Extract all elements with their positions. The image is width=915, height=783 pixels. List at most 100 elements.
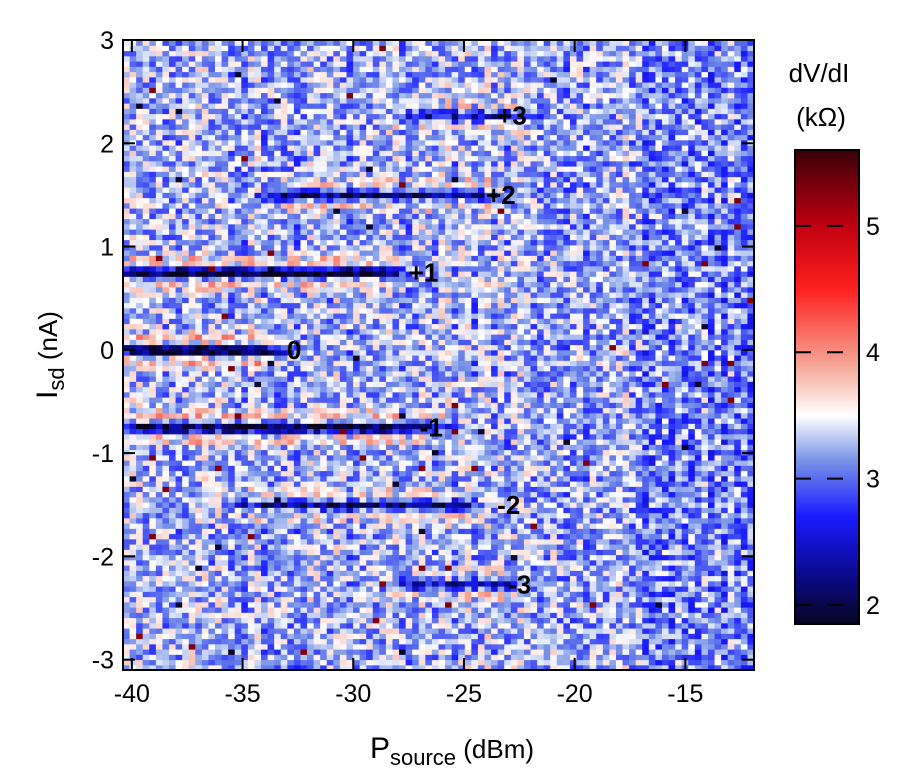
heatmap-cell (385, 71, 394, 78)
heatmap-cell (274, 575, 282, 582)
heatmap-cell (175, 208, 183, 214)
heatmap-cell (353, 523, 361, 529)
heatmap-cell (208, 596, 216, 603)
heatmap-cell (162, 617, 170, 624)
heatmap-cell (280, 418, 288, 424)
heatmap-cell (307, 575, 315, 582)
heatmap-cell (287, 234, 295, 241)
heatmap-cell (379, 607, 387, 613)
heatmap-cell (129, 591, 137, 598)
heatmap-cell (353, 87, 361, 94)
heatmap-cell (353, 601, 361, 608)
heatmap-cell (313, 160, 321, 167)
heatmap-cell (188, 234, 196, 241)
heatmap-cell (300, 118, 308, 125)
heatmap-cell (254, 223, 262, 230)
heatmap-cell (333, 612, 341, 619)
heatmap-cell (346, 271, 354, 277)
heatmap-cell (221, 318, 229, 325)
heatmap-cell (274, 570, 282, 577)
heatmap-cell (385, 633, 394, 640)
heatmap-cell (162, 271, 170, 277)
heatmap-cell (307, 596, 315, 603)
heatmap-cell (247, 82, 256, 88)
heatmap-cell (385, 475, 394, 482)
heatmap-cell (254, 628, 262, 634)
heatmap-cell (366, 118, 374, 125)
heatmap-cell (267, 491, 275, 498)
heatmap-cell (326, 481, 334, 487)
heatmap-cell (274, 166, 282, 172)
heatmap-cell (234, 491, 242, 498)
heatmap-cell (241, 139, 249, 146)
heatmap-cell (379, 92, 387, 99)
heatmap-cell (142, 475, 150, 482)
heatmap-cell (339, 76, 348, 83)
heatmap-cell (188, 181, 196, 188)
heatmap-cell (293, 286, 302, 293)
heatmap-cell (359, 596, 367, 603)
heatmap-cell (372, 549, 380, 556)
heatmap-cell (385, 229, 394, 235)
heatmap-cell (142, 622, 150, 629)
heatmap-cell (320, 549, 328, 556)
heatmap-cell (169, 192, 177, 199)
heatmap-cell (228, 187, 236, 193)
heatmap-cell (379, 265, 387, 272)
heatmap-cell (385, 286, 394, 293)
heatmap-cell (385, 113, 394, 120)
heatmap-cell (201, 244, 210, 251)
heatmap-cell (123, 218, 131, 225)
heatmap-cell (307, 124, 315, 130)
heatmap-cell (287, 281, 295, 288)
heatmap-cell (353, 97, 361, 104)
heatmap-cell (320, 570, 328, 577)
heatmap-cell (241, 360, 249, 367)
heatmap-cell (287, 454, 295, 461)
heatmap-cell (129, 423, 137, 430)
heatmap-cell (155, 234, 164, 241)
heatmap-cell (188, 412, 196, 419)
heatmap-cell (162, 166, 170, 172)
heatmap-cell (123, 439, 131, 445)
heatmap-cell (155, 664, 164, 670)
heatmap-cell (188, 533, 196, 540)
heatmap-cell (392, 628, 400, 634)
heatmap-cell (129, 365, 137, 372)
heatmap-cell (267, 145, 275, 151)
heatmap-cell (353, 92, 361, 99)
heatmap-cell (353, 654, 361, 661)
heatmap-cell (280, 113, 288, 120)
heatmap-cell (195, 50, 203, 57)
heatmap-cell (182, 528, 190, 535)
heatmap-cell (169, 428, 177, 435)
heatmap-cell (280, 166, 288, 172)
heatmap-cell (169, 544, 177, 550)
heatmap-cell (267, 192, 275, 199)
heatmap-cell (385, 103, 394, 109)
heatmap-cell (353, 171, 361, 178)
heatmap-cell (254, 134, 262, 141)
heatmap-cell (326, 139, 334, 146)
heatmap-cell (136, 591, 144, 598)
heatmap-cell (280, 61, 288, 67)
heatmap-cell (201, 554, 210, 561)
heatmap-cell (300, 155, 308, 162)
heatmap-cell (188, 496, 196, 503)
heatmap-cell (313, 355, 321, 361)
heatmap-cell (234, 470, 242, 477)
heatmap-cell (123, 66, 131, 73)
heatmap-cell (123, 113, 131, 120)
heatmap-cell (353, 334, 361, 340)
heatmap-cell (136, 239, 144, 246)
heatmap-cell (372, 559, 380, 566)
heatmap-cell (353, 607, 361, 613)
heatmap-cell (201, 402, 210, 409)
heatmap-cell (385, 517, 394, 524)
heatmap-cell (149, 633, 157, 640)
heatmap-cell (353, 129, 361, 136)
heatmap-cell (221, 355, 229, 361)
heatmap-cell (346, 297, 354, 304)
heatmap-cell (175, 580, 183, 587)
heatmap-cell (333, 559, 341, 566)
